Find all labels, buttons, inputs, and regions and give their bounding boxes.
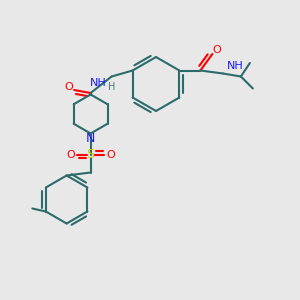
Text: O: O (106, 149, 115, 160)
Text: S: S (87, 148, 94, 161)
Text: NH: NH (89, 77, 106, 88)
Text: O: O (66, 149, 75, 160)
Text: O: O (212, 45, 221, 56)
Text: O: O (64, 82, 73, 92)
Text: H: H (108, 82, 115, 92)
Text: N: N (86, 131, 95, 145)
Text: NH: NH (226, 61, 243, 71)
